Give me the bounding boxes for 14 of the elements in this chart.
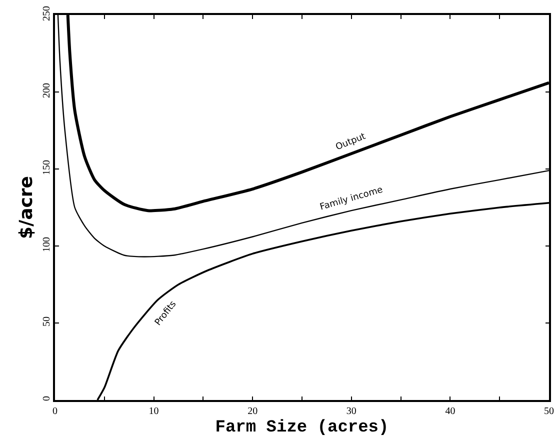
y-tick-label: 250 xyxy=(41,6,52,21)
x-tick-label: 40 xyxy=(445,406,456,417)
x-tick-label: 10 xyxy=(148,406,159,417)
y-tick-label: 50 xyxy=(41,316,52,326)
x-axis-title: Farm Size (acres) xyxy=(215,418,389,438)
y-tick-label: 100 xyxy=(41,237,52,252)
y-tick-label: 150 xyxy=(41,160,52,175)
y-axis-title: $/acre xyxy=(16,176,37,239)
x-tick-label: 50 xyxy=(544,406,554,417)
y-tick-label: 0 xyxy=(41,396,52,401)
x-tick-label: 30 xyxy=(346,406,356,417)
text: Family income xyxy=(318,185,384,213)
x-tick-label: 20 xyxy=(248,406,258,417)
y-tick-label: 200 xyxy=(41,83,52,98)
